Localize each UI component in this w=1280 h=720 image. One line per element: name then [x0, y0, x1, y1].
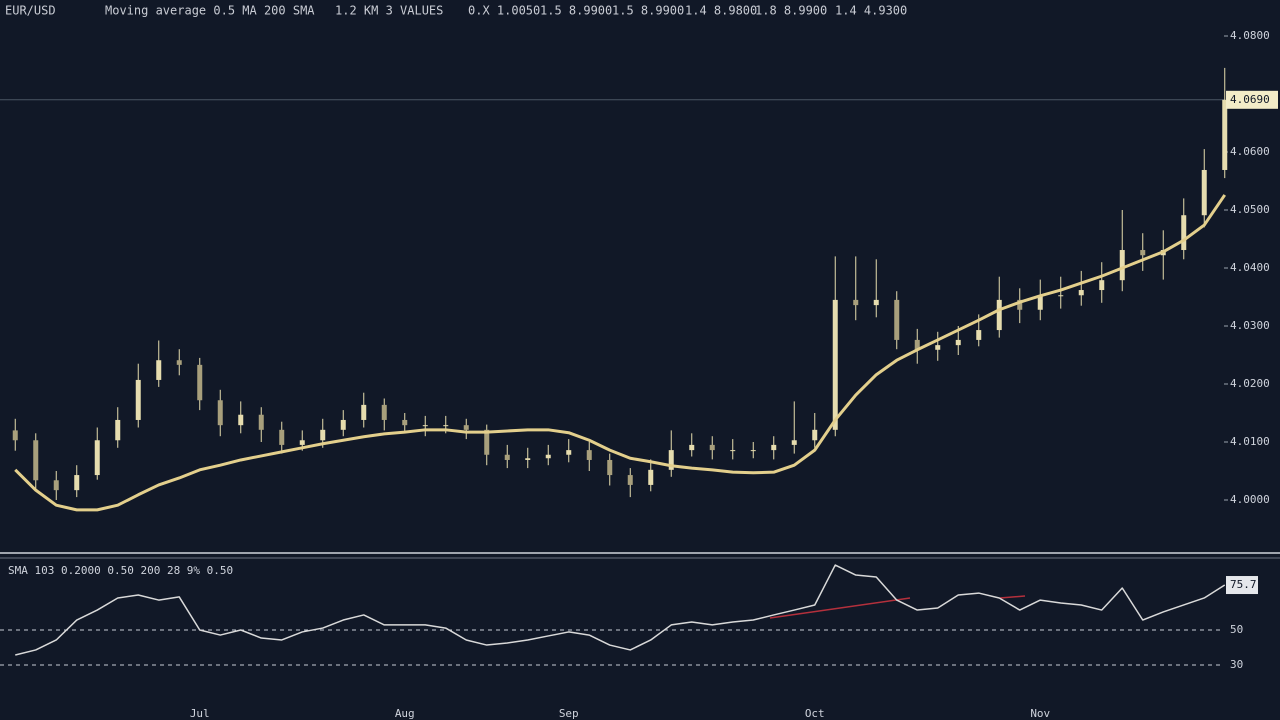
header-item: 1.8 8.9900 — [755, 4, 827, 18]
x-tick-label: Sep — [559, 707, 579, 720]
y-tick-label: 4.0800 — [1230, 29, 1270, 42]
candle-body — [115, 419, 121, 441]
candle-body — [12, 430, 18, 441]
candle-body — [422, 425, 428, 427]
candle-body — [258, 414, 264, 430]
candle-body — [217, 400, 223, 426]
candle-body — [94, 440, 100, 476]
candle-body — [1037, 295, 1043, 310]
header-item: 1.4 8.9800 — [685, 4, 757, 18]
candle-body — [668, 450, 674, 470]
candle-body — [381, 404, 387, 420]
candle-body — [361, 404, 367, 420]
x-tick-label: Jul — [190, 707, 210, 720]
last-price-box — [1226, 90, 1278, 109]
last-price-label: 4.0690 — [1230, 93, 1270, 106]
trend-line — [999, 595, 1026, 599]
x-tick-label: Nov — [1030, 707, 1050, 720]
candle-body — [1181, 215, 1187, 251]
header-item: 1.2 KM 3 VALUES — [335, 4, 443, 18]
candle-body — [730, 450, 736, 452]
candle-body — [443, 425, 449, 427]
candle-body — [1201, 169, 1207, 216]
candle-body — [1222, 99, 1228, 170]
candle-body — [996, 299, 1002, 331]
candle-body — [1099, 280, 1105, 291]
indicator-line — [15, 564, 1226, 656]
candle-body — [156, 360, 162, 380]
header-item: 0.X 1.0050 — [468, 4, 540, 18]
candle-body — [832, 299, 838, 430]
y-tick-label: 50 — [1230, 623, 1243, 636]
candle-body — [750, 450, 756, 452]
candle-body — [74, 475, 80, 491]
y-tick-label: 4.0500 — [1230, 203, 1270, 216]
candle-body — [504, 454, 510, 460]
candle-body — [135, 379, 141, 420]
candle-body — [566, 450, 572, 455]
candle-body — [197, 364, 203, 401]
candle-body — [709, 444, 715, 451]
candle-body — [33, 440, 39, 481]
x-tick-label: Oct — [805, 707, 825, 720]
candle-body — [320, 429, 326, 441]
header-item: EUR/USD — [5, 4, 56, 18]
header-item: 1.4 4.9300 — [835, 4, 907, 18]
candle-body — [340, 419, 346, 430]
candle-body — [402, 419, 408, 426]
candle-body — [299, 440, 305, 445]
candle-body — [1078, 290, 1084, 296]
candle-body — [955, 339, 961, 346]
y-tick-label: 4.0600 — [1230, 145, 1270, 158]
candle-body — [279, 429, 285, 445]
candle-body — [525, 458, 531, 460]
header-item: Moving average 0.5 MA 200 SMA — [105, 4, 315, 18]
candle-body — [771, 444, 777, 451]
y-tick-label: 4.0400 — [1230, 261, 1270, 274]
candle-body — [894, 299, 900, 340]
candle-body — [1140, 250, 1146, 256]
y-tick-label: 4.0100 — [1230, 435, 1270, 448]
candle-body — [607, 459, 613, 476]
candle-body — [976, 330, 982, 340]
candle-body — [627, 475, 633, 485]
candle-body — [873, 299, 879, 306]
trend-line — [769, 597, 911, 619]
candle-body — [176, 360, 182, 365]
y-tick-label: 4.0000 — [1230, 493, 1270, 506]
candle-body — [1017, 299, 1023, 310]
candle-body — [853, 299, 859, 306]
header-item: 1.5 8.9900 — [612, 4, 684, 18]
moving-average — [14, 194, 1226, 512]
candle-body — [1119, 250, 1125, 281]
candle-body — [689, 444, 695, 451]
indicator-title: SMA 103 0.2000 0.50 200 28 9% 0.50 — [8, 564, 233, 577]
candle-body — [484, 429, 490, 455]
last-value-label: 75.7 — [1230, 578, 1257, 591]
candle-body — [586, 450, 592, 460]
candle-body — [812, 429, 818, 441]
x-tick-label: Aug — [395, 707, 415, 720]
y-tick-label: 30 — [1230, 658, 1243, 671]
candle-body — [238, 414, 244, 426]
candle-body — [914, 339, 920, 350]
last-value-box — [1226, 576, 1258, 595]
header-item: 1.5 8.9900 — [540, 4, 612, 18]
candle-body — [53, 480, 59, 491]
candle-body — [463, 425, 469, 430]
y-tick-label: 4.0200 — [1230, 377, 1270, 390]
y-tick-label: 4.0300 — [1230, 319, 1270, 332]
candle-body — [545, 454, 551, 459]
candle-body — [935, 345, 941, 350]
candle-body — [648, 469, 654, 485]
candle-body — [791, 440, 797, 445]
candle-body — [1058, 295, 1064, 297]
